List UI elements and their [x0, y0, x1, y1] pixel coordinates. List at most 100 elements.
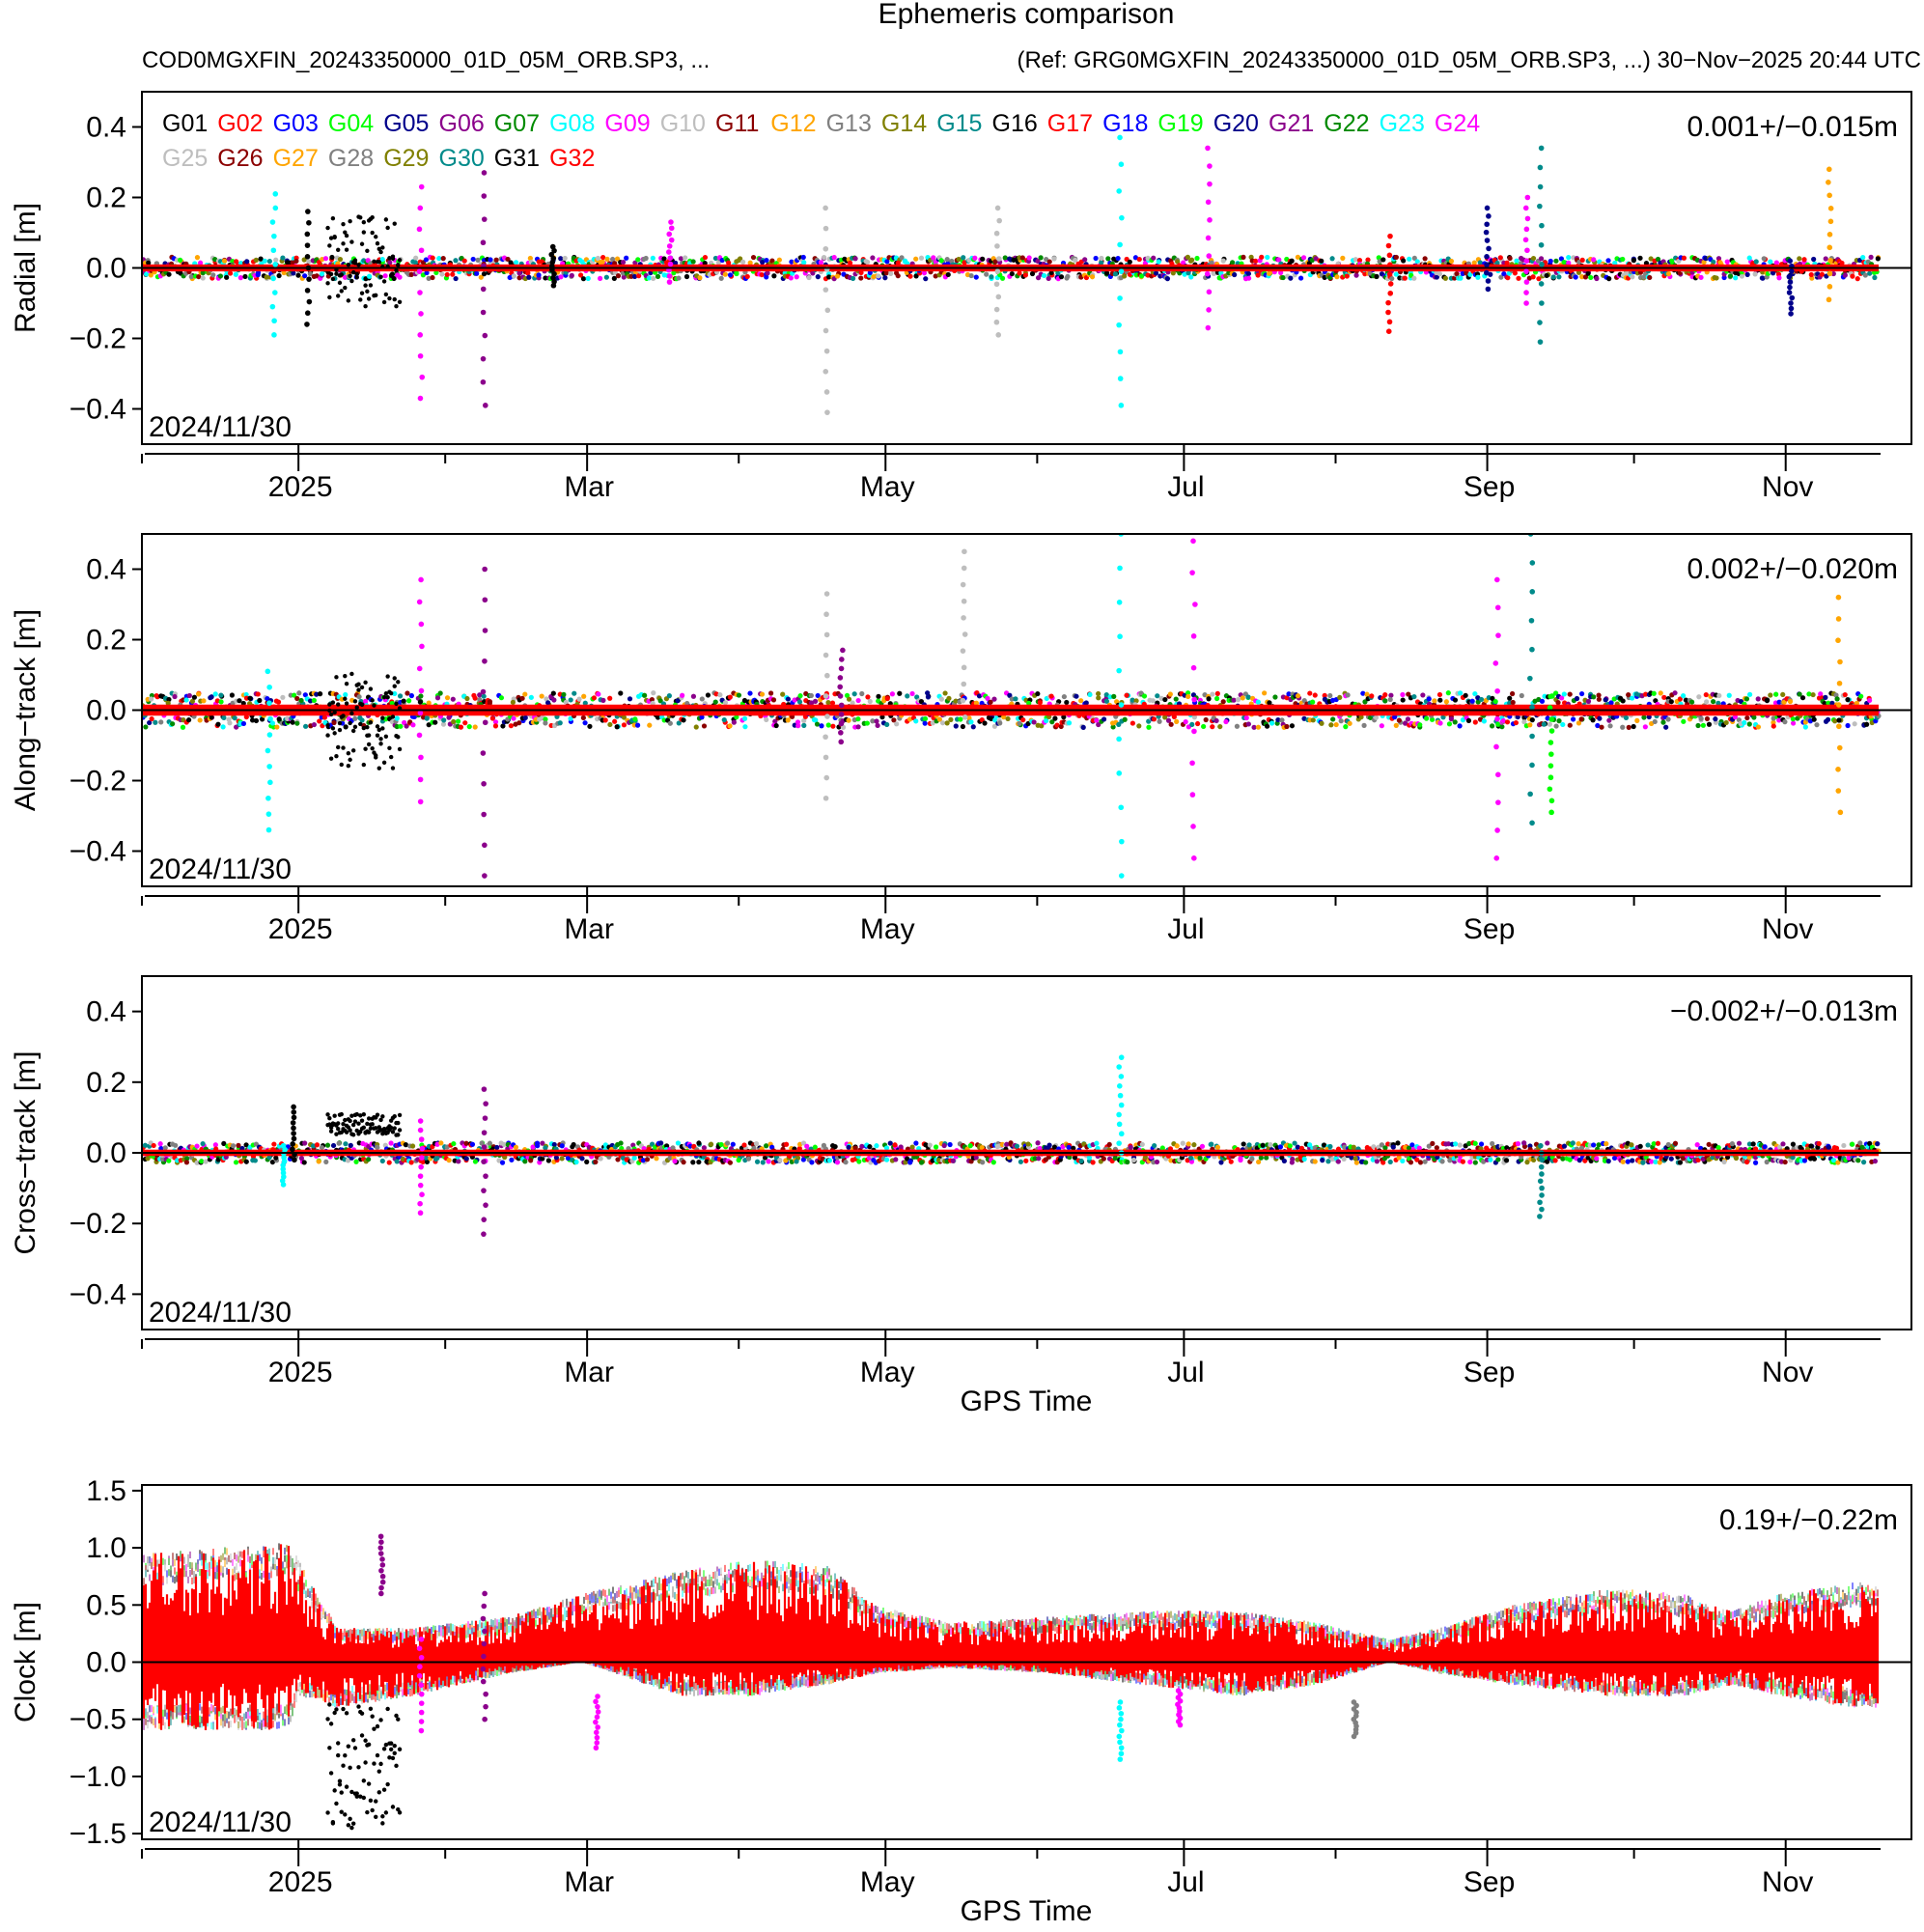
spike-dot: [838, 712, 845, 717]
scatter-dot: [750, 254, 757, 261]
scatter-dot: [337, 256, 344, 263]
scatter-dot: [1862, 272, 1868, 278]
block-dot: [328, 756, 334, 761]
scatter-dot: [434, 1155, 440, 1161]
scatter-dot: [1333, 721, 1339, 728]
scatter-dot: [655, 714, 661, 720]
scatter-dot: [909, 690, 915, 697]
scatter-dot: [1830, 270, 1836, 277]
spike-dot: [1537, 183, 1544, 190]
scatter-dot: [1566, 255, 1572, 261]
scatter-dot: [953, 723, 959, 729]
scatter-dot: [1539, 698, 1546, 704]
block-dot: [390, 256, 396, 262]
scatter-dot: [1514, 258, 1520, 264]
scatter-dot: [1541, 721, 1547, 727]
scatter-dot: [317, 718, 322, 724]
scatter-dot: [149, 715, 154, 722]
scatter-dot: [1232, 271, 1238, 278]
scatter-dot: [1558, 256, 1565, 262]
block-dot: [344, 701, 349, 706]
scatter-dot: [960, 723, 966, 730]
y-axis-label: Radial [m]: [10, 203, 42, 333]
scatter-dot: [481, 271, 488, 277]
scatter-dot: [884, 695, 890, 702]
spike-dot: [1495, 799, 1501, 805]
scatter-dot: [1082, 257, 1088, 263]
spike-dot: [1826, 244, 1833, 251]
spike-dot: [1205, 145, 1211, 152]
scatter-dot: [895, 273, 901, 279]
scatter-dot: [240, 720, 247, 727]
spike-dot: [1523, 258, 1530, 265]
block-dot: [325, 281, 330, 286]
spike-dot: [1837, 658, 1843, 665]
spike-dot: [1385, 242, 1392, 249]
scatter-dot: [271, 1141, 277, 1147]
scatter-dot: [1029, 270, 1036, 277]
scatter-dot: [1642, 691, 1649, 697]
scatter-dot: [1797, 256, 1802, 262]
spike-dot: [1548, 740, 1554, 745]
scatter-dot: [1467, 271, 1473, 277]
block-dot: [346, 750, 351, 756]
scatter-dot: [276, 272, 282, 279]
scatter-dot: [441, 717, 447, 723]
scatter-dot: [1868, 254, 1874, 260]
scatter-dot: [642, 692, 648, 698]
spike-dot: [1836, 680, 1843, 686]
scatter-dot: [1631, 723, 1636, 730]
block-dot: [397, 299, 403, 304]
block-dot: [330, 215, 336, 221]
block-dot: [370, 698, 375, 703]
scatter-dot: [1825, 716, 1831, 722]
spike-dot: [1837, 809, 1844, 816]
block-dot: [363, 746, 368, 751]
scatter-dot: [1061, 714, 1067, 720]
scatter-dot: [631, 1155, 637, 1161]
scatter-dot: [417, 699, 424, 705]
block-dot: [383, 217, 389, 222]
spike-dot: [961, 664, 967, 671]
scatter-dot: [675, 698, 681, 704]
legend-entry: G30: [439, 145, 485, 172]
scatter-dot: [1138, 690, 1144, 696]
scatter-dot: [408, 271, 414, 277]
spike-dot: [1548, 798, 1555, 804]
scatter-dot: [1289, 723, 1296, 729]
scatter-dot: [1626, 724, 1631, 730]
block-dot: [330, 726, 336, 731]
spike-dot: [271, 332, 277, 338]
scatter-dot: [528, 1158, 534, 1163]
scatter-dot: [166, 696, 172, 703]
scatter-dot: [210, 272, 216, 278]
scatter-dot: [654, 1156, 659, 1162]
spike-dot: [1387, 233, 1393, 239]
spike-dot: [1483, 229, 1490, 236]
scatter-dot: [290, 719, 295, 725]
spike-dot: [1835, 702, 1842, 708]
scatter-dot: [1504, 719, 1511, 725]
scatter-dot: [1574, 695, 1580, 702]
spike-dot: [482, 873, 488, 879]
scatter-dot: [1400, 697, 1406, 703]
scatter-dot: [553, 1155, 559, 1161]
scatter-dot: [867, 698, 873, 705]
scatter-dot: [1498, 274, 1504, 280]
scatter-dot: [1255, 272, 1261, 278]
scatter-dot: [438, 1140, 444, 1146]
scatter-dot: [1417, 722, 1423, 728]
block-dot: [325, 723, 330, 728]
block-dot: [336, 294, 341, 298]
block-dot: [354, 271, 359, 277]
scatter-dot: [173, 1142, 179, 1148]
scatter-dot: [1052, 715, 1058, 721]
spike-dot: [1787, 284, 1793, 291]
spike-dot: [1495, 771, 1501, 778]
block-dot: [392, 221, 397, 226]
x-tick-label: Nov: [1762, 471, 1813, 503]
scatter-dot: [1155, 693, 1160, 699]
scatter-dot: [942, 690, 948, 696]
scatter-dot: [1448, 716, 1454, 722]
block-dot: [352, 699, 358, 704]
